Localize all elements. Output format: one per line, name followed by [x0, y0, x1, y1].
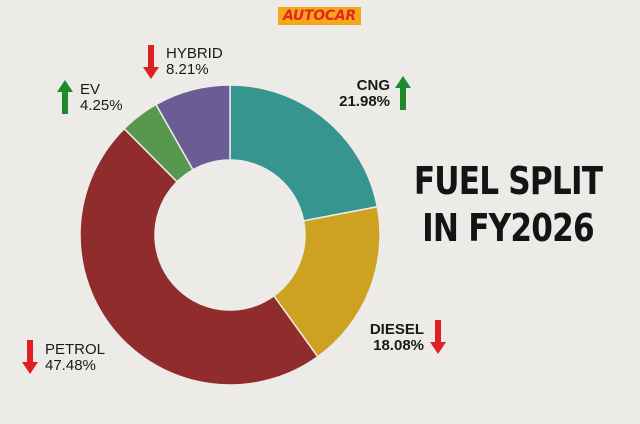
- label-ev-value: 4.25%: [80, 97, 123, 114]
- label-cng-name: CNG: [356, 77, 390, 94]
- title-line-2: IN FY2026: [422, 206, 595, 250]
- label-ev: EV 4.25%: [80, 82, 123, 114]
- label-ev-name: EV: [80, 81, 101, 98]
- petrol-down-arrow-icon: [22, 340, 38, 374]
- label-diesel-value: 18.08%: [373, 337, 424, 354]
- slice-diesel: [272, 205, 381, 358]
- label-petrol-value: 47.48%: [45, 357, 96, 374]
- title-line-1: FUEL SPLIT: [413, 159, 603, 203]
- label-cng: CNG 21.98%: [332, 78, 390, 110]
- chart-title: FUEL SPLIT IN FY2026: [410, 158, 607, 252]
- autocar-logo: AUTOCAR: [278, 7, 361, 25]
- label-diesel: DIESEL 18.08%: [352, 322, 424, 354]
- label-petrol-name: PETROL: [45, 341, 106, 358]
- slice-cng: [229, 84, 379, 222]
- ev-up-arrow-icon: [57, 80, 73, 114]
- diesel-down-arrow-icon: [430, 320, 446, 354]
- label-diesel-name: DIESEL: [369, 321, 424, 338]
- label-hybrid: HYBRID 8.21%: [166, 46, 223, 78]
- slice-petrol: [79, 127, 319, 386]
- hybrid-down-arrow-icon: [143, 45, 159, 79]
- slice-hybrid: [154, 84, 231, 171]
- cng-up-arrow-icon: [395, 76, 411, 110]
- label-hybrid-value: 8.21%: [166, 61, 209, 78]
- label-cng-value: 21.98%: [339, 93, 390, 110]
- label-petrol: PETROL 47.48%: [45, 342, 105, 374]
- label-hybrid-name: HYBRID: [166, 45, 223, 62]
